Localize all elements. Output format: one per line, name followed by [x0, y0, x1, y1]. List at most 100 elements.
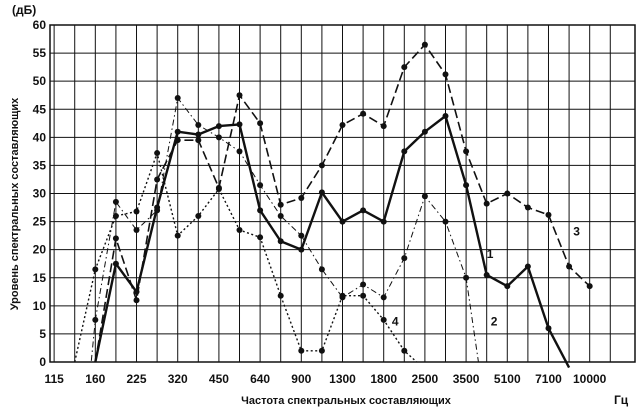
data-point-2 [421, 193, 428, 200]
data-point-1 [195, 131, 202, 138]
data-point-2 [257, 182, 264, 189]
x-tick-label: 1300 [329, 372, 356, 386]
data-point-2 [154, 207, 161, 214]
data-point-4 [257, 234, 264, 241]
data-point-2 [277, 212, 284, 219]
data-point-4 [360, 292, 367, 299]
data-point-1 [421, 128, 428, 135]
data-point-3 [380, 123, 387, 130]
series-label-3: 3 [573, 225, 580, 239]
data-point-3 [421, 41, 428, 48]
data-point-3 [566, 263, 573, 270]
series-labels: 1 2 3 4 [392, 225, 580, 329]
data-point-4 [92, 266, 99, 273]
data-point-3 [442, 71, 449, 78]
data-point-3 [112, 235, 119, 242]
y-unit-label: (дБ) [12, 3, 36, 17]
y-tick-label: 0 [39, 355, 46, 369]
data-point-2 [318, 266, 325, 273]
series-line-4 [74, 152, 418, 363]
data-point-1 [442, 112, 449, 119]
y-tick-label: 10 [33, 299, 47, 313]
y-tick-labels: 0 5 10 15 20 25 30 35 40 45 50 55 60 [33, 18, 47, 369]
y-tick-label: 60 [33, 18, 47, 32]
x-axis-title: Частота спектральных составляющих [241, 395, 452, 407]
x-tick-label: 450 [209, 372, 229, 386]
data-point-3 [154, 176, 161, 183]
x-tick-label: 5100 [494, 372, 521, 386]
data-point-3 [236, 92, 243, 99]
data-point-2 [195, 121, 202, 128]
y-axis-title: Уровень спектральных составляющих [9, 97, 21, 310]
data-point-3 [586, 283, 593, 290]
data-point-1 [463, 182, 470, 189]
data-point-1 [483, 271, 490, 278]
data-point-3 [133, 297, 140, 304]
data-point-3 [195, 137, 202, 144]
x-tick-label: 1800 [370, 372, 397, 386]
data-point-2 [360, 281, 367, 288]
data-point-4 [277, 292, 284, 299]
x-unit-label: Гц [614, 393, 629, 407]
data-point-4 [380, 316, 387, 323]
series-line-2 [78, 97, 479, 363]
x-tick-label: 10000 [573, 372, 607, 386]
x-tick-label: 7100 [535, 372, 562, 386]
data-point-2 [174, 95, 181, 102]
data-point-1 [215, 123, 222, 130]
x-tick-label: 320 [168, 372, 188, 386]
data-point-1 [257, 207, 264, 214]
data-point-1 [174, 128, 181, 135]
data-point-3 [524, 204, 531, 211]
x-tick-labels: 115 160 225 320 450 640 900 1300 1800 2500 3500 510… [44, 372, 606, 386]
series-label-4: 4 [392, 314, 399, 328]
data-point-4 [318, 347, 325, 354]
data-point-4 [236, 227, 243, 234]
data-point-3 [463, 148, 470, 155]
data-point-4 [174, 232, 181, 239]
series-lines [74, 43, 591, 369]
y-tick-label: 15 [33, 271, 47, 285]
data-point-1 [112, 260, 119, 267]
data-point-3 [401, 64, 408, 71]
data-point-2 [463, 274, 470, 281]
y-tick-label: 40 [33, 130, 47, 144]
data-point-3 [339, 121, 346, 128]
series-label-1: 1 [487, 247, 494, 261]
x-tick-label: 2500 [412, 372, 439, 386]
y-tick-label: 20 [33, 243, 47, 257]
series-line-1 [94, 114, 571, 369]
x-tick-label: 640 [250, 372, 270, 386]
data-point-4 [133, 208, 140, 215]
data-point-3 [504, 190, 511, 197]
data-point-3 [318, 162, 325, 169]
y-tick-label: 25 [33, 215, 47, 229]
data-point-1 [524, 263, 531, 270]
data-point-1 [339, 218, 346, 225]
data-point-3 [545, 211, 552, 218]
y-tick-label: 5 [39, 327, 46, 341]
data-point-4 [298, 347, 305, 354]
data-point-4 [215, 186, 222, 193]
data-point-3 [174, 137, 181, 144]
y-tick-label: 55 [33, 46, 47, 60]
data-point-3 [298, 194, 305, 201]
series-points [92, 41, 593, 354]
data-point-1 [318, 189, 325, 196]
data-point-2 [442, 218, 449, 225]
data-point-4 [154, 150, 161, 157]
y-tick-label: 30 [33, 187, 47, 201]
x-tick-label: 900 [291, 372, 311, 386]
data-point-4 [339, 292, 346, 299]
data-point-1 [401, 148, 408, 155]
x-tick-label: 225 [126, 372, 146, 386]
data-point-1 [504, 283, 511, 290]
data-point-2 [298, 232, 305, 239]
x-tick-label: 160 [85, 372, 105, 386]
data-point-1 [545, 325, 552, 332]
data-point-2 [112, 198, 119, 205]
data-point-3 [360, 110, 367, 117]
y-tick-label: 45 [33, 102, 47, 116]
y-tick-label: 50 [33, 74, 47, 88]
